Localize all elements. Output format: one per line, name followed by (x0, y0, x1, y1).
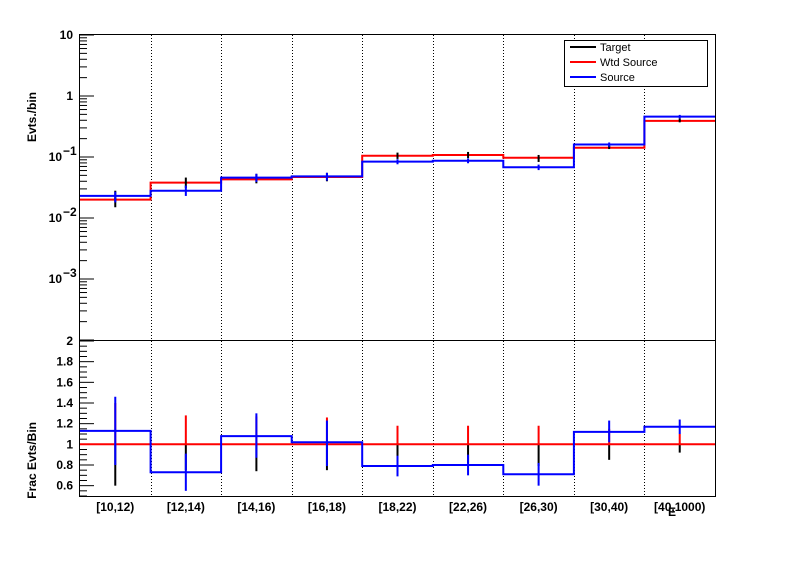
x-tick-label: [14,16) (237, 500, 275, 514)
x-tick-label: [18,22) (378, 500, 416, 514)
y-tick-exponent: −3 (63, 266, 77, 280)
legend-label-source: Source (600, 72, 635, 84)
y-tick-label: 10 (49, 211, 63, 225)
y-tick-label: 0.8 (56, 458, 73, 472)
legend: Target Wtd Source Source (564, 40, 708, 87)
y-tick-label: 1.8 (56, 355, 73, 369)
top-y-axis-label: Evts./bin (25, 92, 39, 142)
y-tick-label: 1.2 (56, 417, 73, 431)
x-tick-label: [40,1000) (654, 500, 705, 514)
x-tick-label: [12,14) (167, 500, 205, 514)
y-tick-exponent: −2 (63, 205, 77, 219)
bottom-y-axis-label: Frac Evts/Bin (25, 422, 39, 499)
y-tick-label: 1.4 (56, 396, 73, 410)
y-tick-label: 1 (66, 89, 73, 103)
x-tick-label: [26,30) (520, 500, 558, 514)
y-tick-label: 10 (49, 150, 63, 164)
x-tick-label: [10,12) (96, 500, 134, 514)
x-tick-label: [22,26) (449, 500, 487, 514)
legend-box (564, 40, 708, 87)
bottom-y-axis: 0.6 0.8 1 1.2 1.4 1.6 1.8 2 (56, 334, 94, 497)
bottom-series-layer (80, 396, 715, 491)
x-tick-label: [16,18) (308, 500, 346, 514)
y-tick-label: 10 (60, 28, 74, 42)
y-tick-exponent: −1 (63, 144, 77, 158)
y-tick-label: 1.6 (56, 375, 73, 389)
bottom-panel: 0.6 0.8 1 1.2 1.4 1.6 1.8 2 Frac Evts/Bin [10,1… (25, 334, 716, 519)
x-category-labels: [10,12) [12,14) [14,16) [16,18) [18,22) [22,2… (96, 500, 705, 514)
legend-label-wtd-source: Wtd Source (600, 57, 657, 69)
y-tick-label: 0.6 (56, 479, 73, 493)
y-tick-label: 2 (66, 334, 73, 348)
x-tick-label: [30,40) (590, 500, 628, 514)
bottom-frame (79, 340, 716, 497)
y-tick-label: 10 (49, 272, 63, 286)
x-axis-label: E (668, 505, 676, 519)
y-tick-label: 1 (66, 437, 73, 451)
legend-label-target: Target (600, 42, 631, 54)
top-series-layer (80, 114, 715, 208)
